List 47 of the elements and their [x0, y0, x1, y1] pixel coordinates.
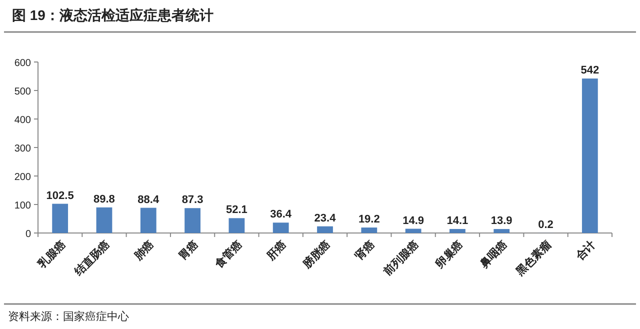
data-label: 88.4: [138, 194, 160, 206]
y-tick-label: 300: [14, 144, 32, 154]
y-tick-label: 0: [25, 229, 32, 240]
x-tick-label: 食管癌: [212, 238, 245, 272]
x-tick-label: 膀胱癌: [300, 238, 334, 272]
y-tick-label: 500: [14, 86, 32, 98]
bar: [317, 226, 333, 233]
x-tick-label: 鼻咽癌: [476, 238, 510, 272]
y-tick-label: 200: [14, 172, 32, 183]
data-label: 13.9: [490, 215, 512, 228]
bar: [582, 78, 598, 233]
bar: [140, 208, 156, 233]
y-tick-label: 400: [14, 115, 32, 126]
x-tick-label: 肝癌: [264, 238, 289, 264]
x-tick-label: 肾癌: [352, 238, 378, 263]
data-label: 36.4: [270, 208, 292, 221]
data-label: 14.9: [402, 214, 424, 227]
y-tick-label: 600: [14, 58, 32, 69]
data-label: 14.1: [446, 214, 468, 227]
x-tick-label: 黑色素瘤: [512, 238, 554, 279]
data-label: 102.5: [46, 190, 74, 202]
x-tick-label: 卵巢癌: [432, 238, 466, 272]
x-tick-label: 合计: [572, 238, 598, 264]
data-label: 19.2: [358, 214, 380, 226]
text: 资料来源：国家癌症中心: [8, 310, 129, 323]
data-label: 87.3: [182, 194, 204, 206]
x-tick-label: 胃癌: [176, 238, 201, 263]
data-label: 23.4: [314, 212, 337, 224]
bar: [361, 228, 378, 233]
data-label: 89.8: [94, 193, 115, 206]
x-tick-label: 乳腺癌: [34, 238, 68, 272]
bar: [450, 228, 466, 233]
x-tick-label: 结直肠癌: [71, 238, 112, 279]
data-label: 542: [580, 64, 600, 77]
bar: [494, 229, 510, 233]
bar: [272, 222, 289, 233]
bar: [52, 204, 68, 233]
y-tick-label: 100: [14, 200, 32, 212]
data-label: 52.1: [226, 204, 248, 216]
chart-title: 图 19：液态活检适应症患者统计: [12, 7, 214, 23]
x-tick-label: 前列腺癌: [380, 238, 422, 279]
bar: [96, 207, 112, 233]
bar: [228, 218, 245, 233]
data-label: 0.2: [538, 218, 554, 231]
x-tick-label: 肺癌: [131, 238, 157, 264]
bar: [405, 228, 422, 233]
bar: [184, 208, 200, 233]
